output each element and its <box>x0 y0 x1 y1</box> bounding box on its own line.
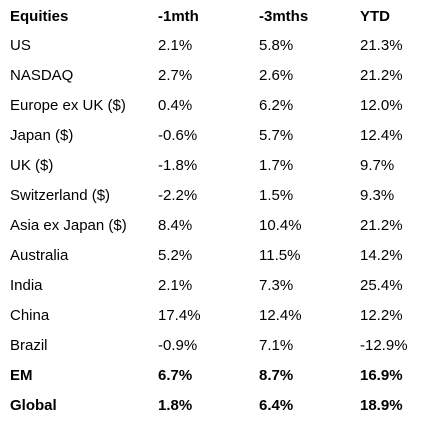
cell-1mth: -0.9% <box>158 337 198 354</box>
row-label: EM <box>10 367 33 384</box>
cell-ytd: 12.4% <box>360 127 403 144</box>
table-row: Europe ex UK ($) 0.4% 6.2% 12.0% <box>10 91 415 121</box>
cell-ytd: 25.4% <box>360 277 403 294</box>
row-label: Europe ex UK ($) <box>10 97 126 114</box>
cell-3mths: 7.1% <box>259 337 294 354</box>
cell-3mths: 1.5% <box>259 187 294 204</box>
table-row: Japan ($) -0.6% 5.7% 12.4% <box>10 121 415 151</box>
row-label: Brazil <box>10 337 48 354</box>
row-label: India <box>10 277 43 294</box>
equity-returns-table: Equities -1mth -3mths YTD US 2.1% 5.8% 2… <box>10 3 415 421</box>
row-label: Switzerland ($) <box>10 187 111 204</box>
row-label: Australia <box>10 247 69 264</box>
cell-1mth: 0.4% <box>158 97 193 114</box>
table-row: China 17.4% 12.4% 12.2% <box>10 301 415 331</box>
cell-ytd: 21.3% <box>360 37 403 54</box>
row-label: UK ($) <box>10 157 54 174</box>
row-label: NASDAQ <box>10 67 74 84</box>
row-label: Japan ($) <box>10 127 74 144</box>
cell-1mth: 6.7% <box>158 367 193 384</box>
cell-ytd: 14.2% <box>360 247 403 264</box>
row-label: US <box>10 37 31 54</box>
cell-ytd: 9.3% <box>360 187 395 204</box>
row-label: China <box>10 307 50 324</box>
cell-ytd: 18.9% <box>360 397 403 414</box>
cell-3mths: 5.7% <box>259 127 294 144</box>
cell-3mths: 6.2% <box>259 97 294 114</box>
table-header-row: Equities -1mth -3mths YTD <box>10 3 415 31</box>
cell-1mth: 2.7% <box>158 67 193 84</box>
table-row: Switzerland ($) -2.2% 1.5% 9.3% <box>10 181 415 211</box>
table-row: UK ($) -1.8% 1.7% 9.7% <box>10 151 415 181</box>
table-body: US 2.1% 5.8% 21.3% NASDAQ 2.7% 2.6% 21.2… <box>10 31 415 421</box>
cell-1mth: -0.6% <box>158 127 198 144</box>
table-row: India 2.1% 7.3% 25.4% <box>10 271 415 301</box>
cell-1mth: 8.4% <box>158 217 193 234</box>
row-label: Asia ex Japan ($) <box>10 217 127 234</box>
table-row: Brazil -0.9% 7.1% -12.9% <box>10 331 415 361</box>
cell-3mths: 12.4% <box>259 307 302 324</box>
cell-1mth: -1.8% <box>158 157 198 174</box>
cell-1mth: 2.1% <box>158 37 193 54</box>
cell-3mths: 1.7% <box>259 157 294 174</box>
header-1mth: -1mth <box>158 8 199 25</box>
header-3mths: -3mths <box>259 8 309 25</box>
cell-ytd: 12.0% <box>360 97 403 114</box>
table-row: Asia ex Japan ($) 8.4% 10.4% 21.2% <box>10 211 415 241</box>
cell-3mths: 2.6% <box>259 67 294 84</box>
cell-1mth: 17.4% <box>158 307 201 324</box>
table-row: NASDAQ 2.7% 2.6% 21.2% <box>10 61 415 91</box>
cell-ytd: 16.9% <box>360 367 403 384</box>
header-ytd: YTD <box>360 8 390 25</box>
cell-ytd: 21.2% <box>360 217 403 234</box>
cell-1mth: 1.8% <box>158 397 193 414</box>
cell-ytd: 21.2% <box>360 67 403 84</box>
cell-1mth: -2.2% <box>158 187 198 204</box>
cell-ytd: 12.2% <box>360 307 403 324</box>
table-row: Australia 5.2% 11.5% 14.2% <box>10 241 415 271</box>
cell-ytd: -12.9% <box>360 337 408 354</box>
table-row: US 2.1% 5.8% 21.3% <box>10 31 415 61</box>
table-row: EM 6.7% 8.7% 16.9% <box>10 361 415 391</box>
cell-ytd: 9.7% <box>360 157 395 174</box>
cell-3mths: 7.3% <box>259 277 294 294</box>
cell-1mth: 2.1% <box>158 277 193 294</box>
header-equities: Equities <box>10 8 69 25</box>
table-row: Global 1.8% 6.4% 18.9% <box>10 391 415 421</box>
cell-3mths: 10.4% <box>259 217 302 234</box>
row-label: Global <box>10 397 57 414</box>
cell-3mths: 8.7% <box>259 367 294 384</box>
cell-3mths: 5.8% <box>259 37 294 54</box>
cell-1mth: 5.2% <box>158 247 193 264</box>
cell-3mths: 11.5% <box>259 247 301 264</box>
cell-3mths: 6.4% <box>259 397 294 414</box>
